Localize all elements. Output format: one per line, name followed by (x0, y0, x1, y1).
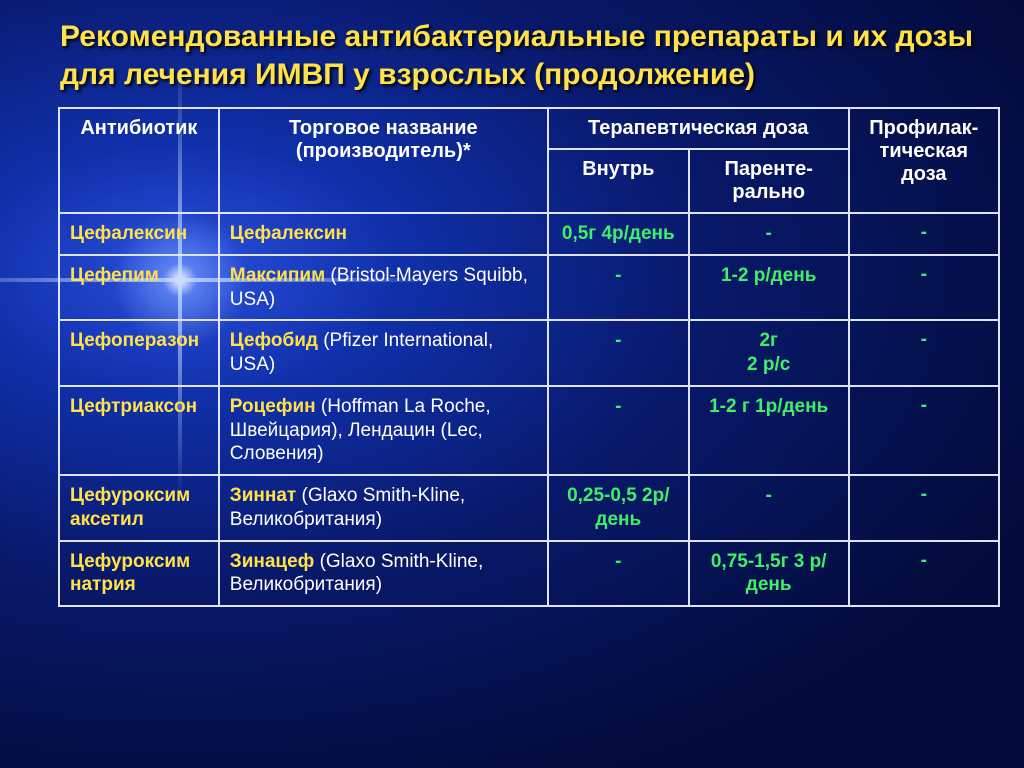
table-row: ЦефалексинЦефалексин0,5г 4р/день-- (59, 213, 999, 255)
cell-oral: - (548, 320, 689, 386)
cell-oral: 0,25-0,5 2р/день (548, 475, 689, 541)
cell-trade: Зиннат (Glaxo Smith-Kline, Великобритани… (219, 475, 548, 541)
cell-trade: Роцефин (Hoffman La Roche, Швейцария), Л… (219, 386, 548, 475)
dosage-table: Антибиотик Торговое название (производит… (58, 107, 1000, 607)
cell-prophylactic: - (849, 541, 999, 607)
cell-antibiotic: Цефалексин (59, 213, 219, 255)
col-oral: Внутрь (548, 149, 689, 213)
col-parenteral: Паренте-рально (689, 149, 849, 213)
table-wrapper: Антибиотик Торговое название (производит… (0, 97, 1024, 607)
cell-oral: - (548, 541, 689, 607)
cell-parenteral: 1-2 г 1р/день (689, 386, 849, 475)
trade-primary: Цефобид (230, 330, 318, 351)
cell-parenteral: - (689, 213, 849, 255)
table-row: Цефуроксим натрияЗинацеф (Glaxo Smith-Kl… (59, 541, 999, 607)
cell-oral: - (548, 255, 689, 321)
table-row: ЦефепимМаксипим (Bristol-Mayers Squibb, … (59, 255, 999, 321)
col-prophylactic: Профилак-тическая доза (849, 108, 999, 213)
cell-prophylactic: - (849, 475, 999, 541)
col-therapeutic: Терапевтическая доза (548, 108, 849, 149)
cell-oral: 0,5г 4р/день (548, 213, 689, 255)
cell-antibiotic: Цефепим (59, 255, 219, 321)
cell-trade: Цефобид (Pfizer International, USA) (219, 320, 548, 386)
cell-parenteral: 0,75-1,5г 3 р/день (689, 541, 849, 607)
trade-primary: Максипим (230, 265, 325, 286)
table-row: ЦефоперазонЦефобид (Pfizer International… (59, 320, 999, 386)
cell-trade: Максипим (Bristol-Mayers Squibb, USA) (219, 255, 548, 321)
cell-oral: - (548, 386, 689, 475)
trade-primary: Зиннат (230, 485, 296, 506)
cell-parenteral: 1-2 р/день (689, 255, 849, 321)
trade-primary: Роцефин (230, 396, 316, 417)
table-row: ЦефтриаксонРоцефин (Hoffman La Roche, Шв… (59, 386, 999, 475)
trade-primary: Зинацеф (230, 551, 315, 572)
cell-antibiotic: Цефтриаксон (59, 386, 219, 475)
cell-antibiotic: Цефоперазон (59, 320, 219, 386)
cell-antibiotic: Цефуроксим аксетил (59, 475, 219, 541)
cell-prophylactic: - (849, 255, 999, 321)
cell-parenteral: 2г2 р/с (689, 320, 849, 386)
cell-antibiotic: Цефуроксим натрия (59, 541, 219, 607)
cell-parenteral: - (689, 475, 849, 541)
col-trade: Торговое название (производитель)* (219, 108, 548, 213)
table-body: ЦефалексинЦефалексин0,5г 4р/день--Цефепи… (59, 213, 999, 606)
trade-primary: Цефалексин (230, 223, 347, 244)
page-title: Рекомендованные антибактериальные препар… (0, 0, 1024, 97)
cell-trade: Зинацеф (Glaxo Smith-Kline, Великобритан… (219, 541, 548, 607)
cell-prophylactic: - (849, 386, 999, 475)
cell-prophylactic: - (849, 213, 999, 255)
cell-prophylactic: - (849, 320, 999, 386)
table-row: Цефуроксим аксетилЗиннат (Glaxo Smith-Kl… (59, 475, 999, 541)
header-row-1: Антибиотик Торговое название (производит… (59, 108, 999, 149)
col-antibiotic: Антибиотик (59, 108, 219, 213)
cell-trade: Цефалексин (219, 213, 548, 255)
